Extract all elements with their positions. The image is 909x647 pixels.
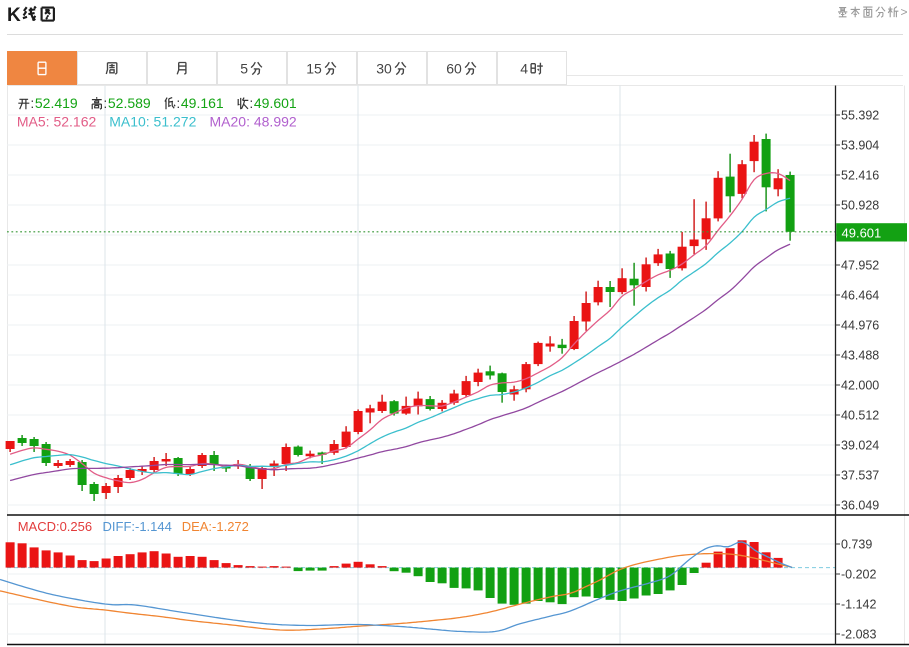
svg-text:5: 5 (240, 61, 248, 77)
svg-text:55.392: 55.392 (841, 109, 879, 123)
svg-text:46.464: 46.464 (841, 289, 879, 303)
svg-text:52.416: 52.416 (841, 169, 879, 183)
svg-text:4: 4 (520, 61, 528, 77)
svg-text:K: K (7, 5, 21, 26)
svg-text:60: 60 (446, 61, 462, 77)
svg-text:43.488: 43.488 (841, 349, 879, 363)
svg-text:MA5: 52.162: MA5: 52.162 (17, 114, 97, 130)
svg-text:>: > (901, 5, 908, 19)
svg-text:DIFF:-1.144: DIFF:-1.144 (103, 519, 172, 534)
svg-text::: : (176, 95, 180, 111)
svg-text:-2.083: -2.083 (841, 628, 876, 642)
svg-text:49.161: 49.161 (181, 95, 224, 111)
svg-text:MA10: 51.272: MA10: 51.272 (109, 114, 196, 130)
svg-text::: : (103, 95, 107, 111)
svg-text:DEA:-1.272: DEA:-1.272 (182, 519, 249, 534)
svg-text:42.000: 42.000 (841, 379, 879, 393)
svg-text:-0.202: -0.202 (841, 568, 876, 582)
svg-text:39.024: 39.024 (841, 439, 879, 453)
svg-text:52.589: 52.589 (108, 95, 151, 111)
svg-text:MACD:0.256: MACD:0.256 (18, 519, 92, 534)
svg-text:MA20: 48.992: MA20: 48.992 (210, 114, 297, 130)
svg-text:44.976: 44.976 (841, 319, 879, 333)
svg-text:15: 15 (306, 61, 322, 77)
svg-text:36.049: 36.049 (841, 499, 879, 513)
svg-text:52.419: 52.419 (35, 95, 78, 111)
svg-text:0.739: 0.739 (841, 538, 872, 552)
svg-text::: : (30, 95, 34, 111)
svg-text:37.537: 37.537 (841, 469, 879, 483)
svg-text:30: 30 (376, 61, 392, 77)
svg-text:49.601: 49.601 (254, 95, 297, 111)
svg-text::: : (249, 95, 253, 111)
svg-text:47.952: 47.952 (841, 259, 879, 273)
svg-text:40.512: 40.512 (841, 409, 879, 423)
svg-text:53.904: 53.904 (841, 139, 879, 153)
svg-text:-1.142: -1.142 (841, 598, 876, 612)
svg-text:50.928: 50.928 (841, 199, 879, 213)
svg-text:49.601: 49.601 (842, 225, 882, 240)
